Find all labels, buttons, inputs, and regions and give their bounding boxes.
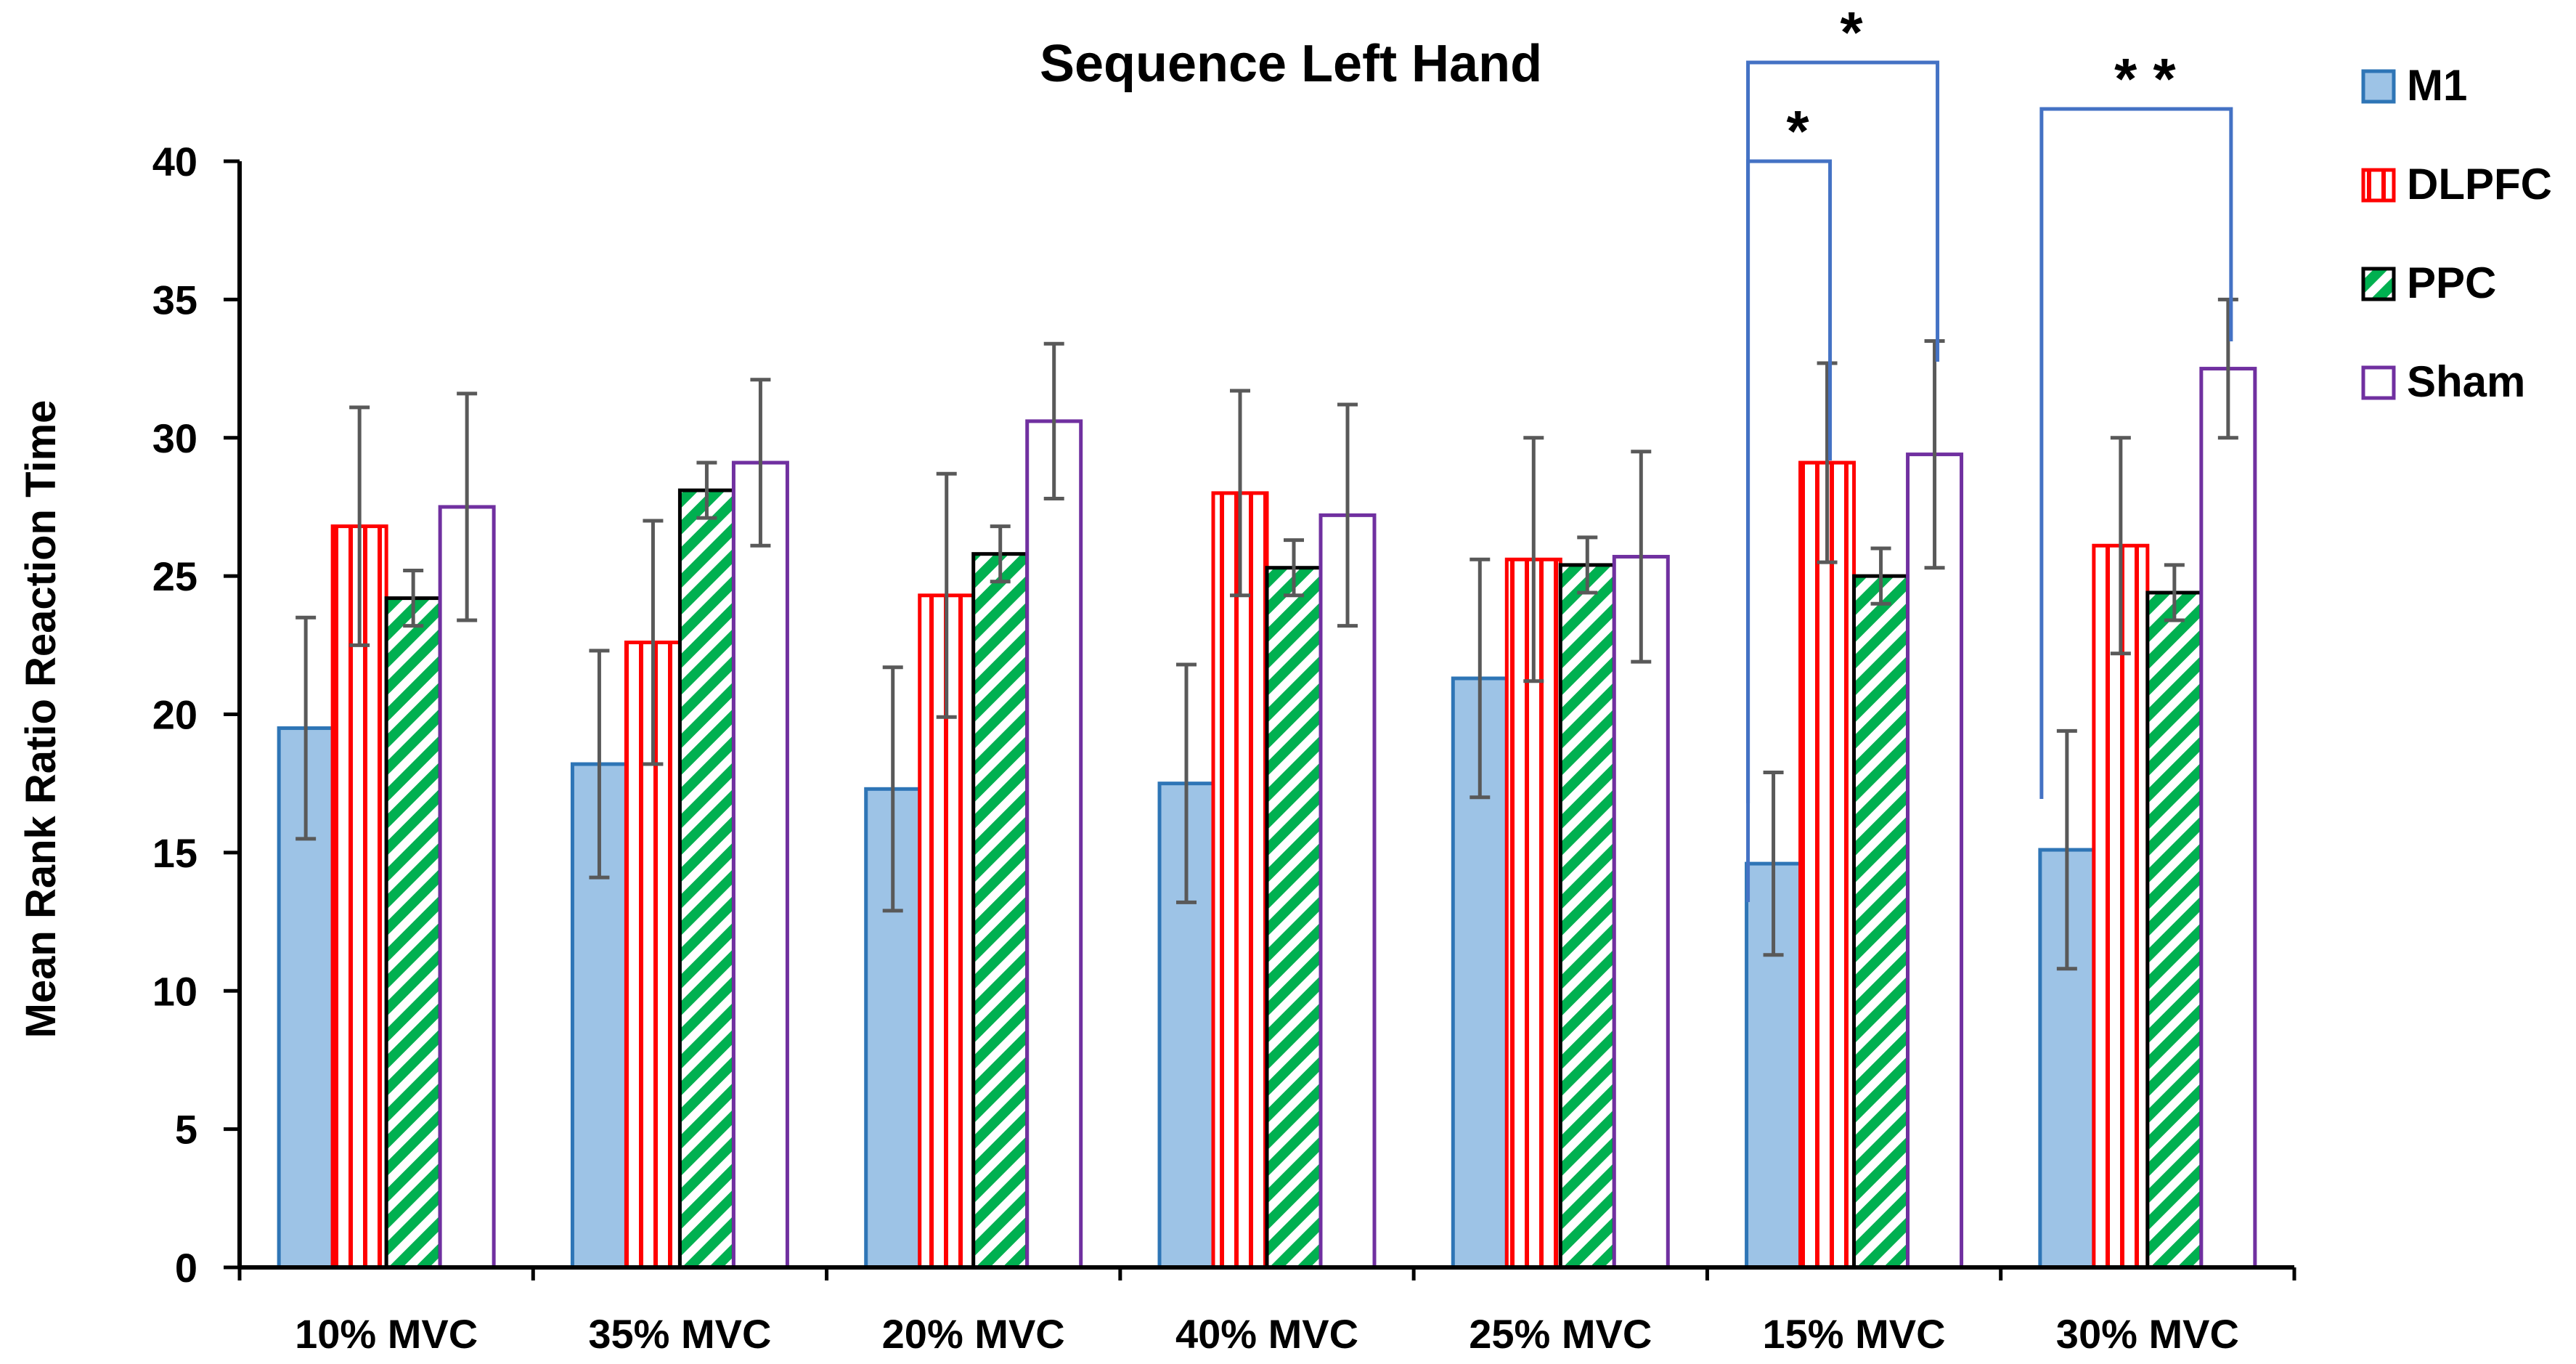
bar-ppc-2 — [971, 552, 1030, 1270]
significance-label: * — [1787, 99, 1810, 163]
legend-label-m1: M1 — [2407, 61, 2467, 110]
y-tick-label: 25 — [152, 553, 197, 599]
significance-label: * * — [2114, 46, 2176, 111]
bar-sham-1 — [731, 460, 789, 1270]
x-tick-label: 10% MVC — [295, 1311, 478, 1357]
plot-area: 0 5 10 15 20 25 30 35 40 10% MVC 35% MVC 20% MVC 40%… — [152, 0, 2296, 1357]
legend-label-ppc: PPC — [2407, 259, 2496, 307]
legend-swatch-ppc — [2361, 267, 2396, 301]
bar-ppc-4 — [1558, 563, 1616, 1270]
legend-label-sham: Sham — [2407, 357, 2525, 406]
bar-sham-2 — [1025, 419, 1083, 1270]
legend-swatch-sham — [2361, 365, 2396, 400]
y-tick-label: 5 — [175, 1107, 197, 1153]
y-tick-label: 15 — [152, 830, 197, 876]
bar-sham-6 — [2199, 367, 2257, 1270]
x-tick-label: 40% MVC — [1175, 1311, 1358, 1357]
bar-ppc-0 — [384, 596, 442, 1270]
y-axis-title: Mean Rank Ratio Reaction Time — [17, 400, 65, 1039]
x-tick-label: 25% MVC — [1469, 1311, 1652, 1357]
significance-bracket — [2039, 107, 2233, 799]
y-tick-label: 30 — [152, 415, 197, 461]
bar-dlpfc-3 — [1211, 491, 1269, 1270]
x-tick-label: 35% MVC — [588, 1311, 771, 1357]
y-tick-label: 20 — [152, 692, 197, 738]
bar-ppc-1 — [677, 488, 735, 1270]
y-tick-label: 10 — [152, 968, 197, 1014]
x-tick-label: 30% MVC — [2056, 1311, 2239, 1357]
legend: M1 DLPFC PPC Sham — [2361, 61, 2552, 406]
significance-bracket — [1746, 60, 1940, 803]
significance-label: * — [1841, 0, 1864, 65]
bar-sham-3 — [1318, 513, 1377, 1270]
legend-label-dlpfc: DLPFC — [2407, 160, 2552, 208]
legend-swatch-dlpfc — [2361, 168, 2396, 203]
y-tick-label: 35 — [152, 277, 197, 322]
bar-ppc-5 — [1852, 574, 1910, 1270]
legend-swatch-m1 — [2361, 69, 2396, 104]
bar-dlpfc-5 — [1798, 460, 1856, 1270]
x-tick-label: 15% MVC — [1763, 1311, 1946, 1357]
chart-title: Sequence Left Hand — [1040, 35, 1542, 93]
bar-ppc-3 — [1265, 566, 1323, 1270]
y-tick-label: 40 — [152, 139, 197, 184]
y-tick-label: 0 — [175, 1245, 197, 1291]
bar-sham-5 — [1906, 452, 1964, 1270]
x-tick-label: 20% MVC — [882, 1311, 1065, 1357]
bar-ppc-6 — [2145, 590, 2204, 1270]
